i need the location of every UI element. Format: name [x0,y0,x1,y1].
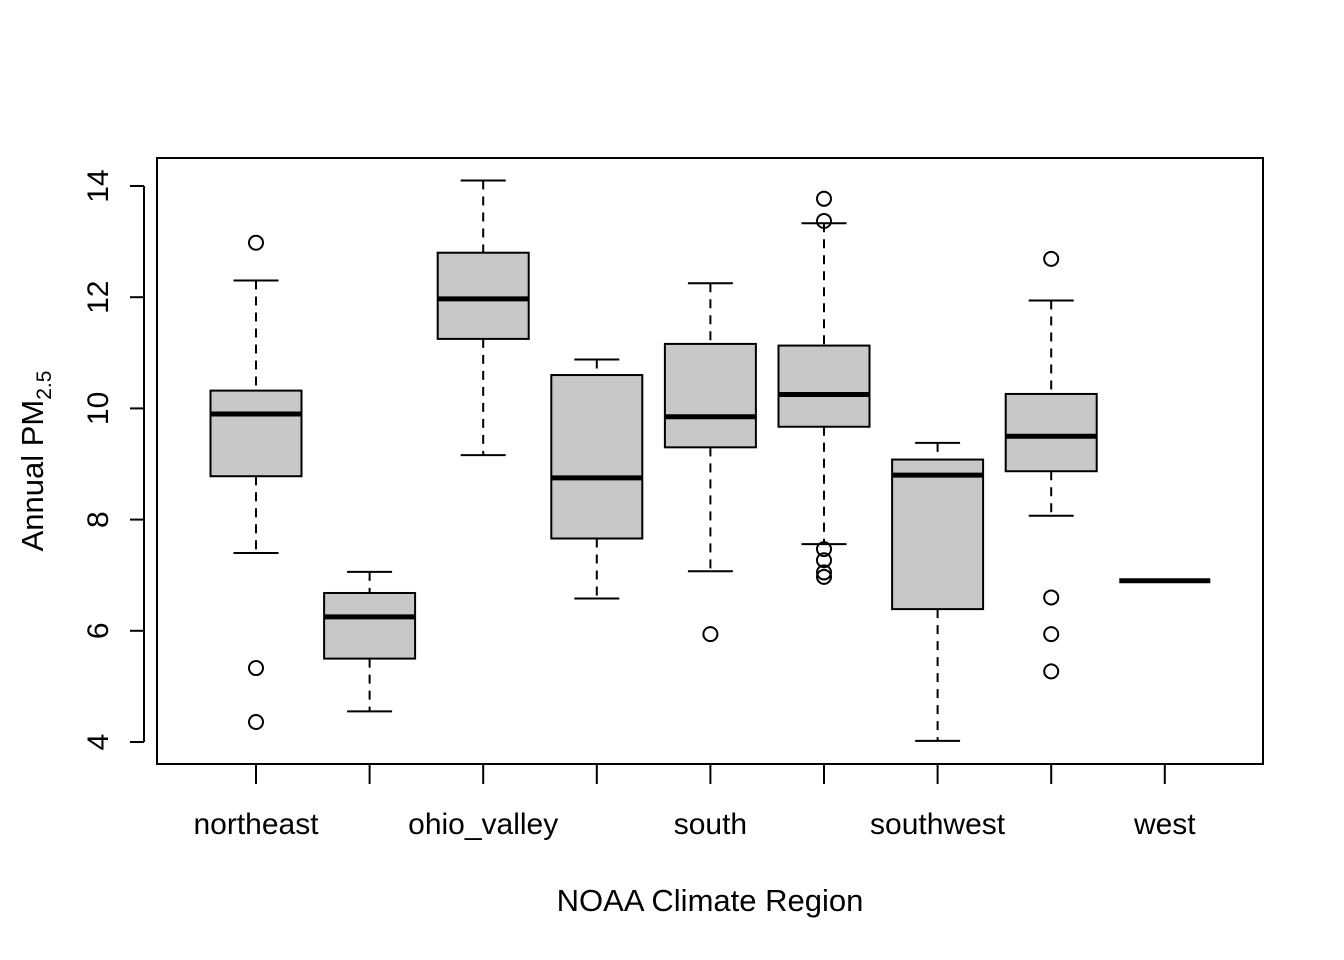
outlier-point [816,564,832,581]
box-group [777,190,871,585]
x-tick-label: northeast [193,808,319,841]
y-tick-label: 8 [82,511,115,528]
box-group [891,441,985,742]
box-group [1004,250,1098,680]
iqr-box [777,344,871,428]
box-group [550,358,644,600]
iqr-box [323,591,417,660]
x-axis-title: NOAA Climate Region [557,883,864,918]
y-tick-label: 14 [82,169,115,202]
outlier-point [1043,250,1060,267]
outlier-point [1043,663,1060,680]
iqr-box [436,251,530,340]
iqr-box [1004,392,1098,473]
box-group [436,179,530,457]
outlier-point [816,541,832,558]
outlier-point [248,660,264,677]
outlier-point [816,190,832,207]
box-group [209,234,303,730]
iqr-box [663,342,757,449]
iqr-box [550,374,644,540]
y-axis: 4 6 8 10 12 14 [82,169,145,751]
boxes-layer [209,179,1211,742]
box-group [323,570,417,713]
y-tick-label: 4 [82,734,115,751]
y-tick-label: 10 [82,392,115,425]
outlier-point [248,713,264,730]
outlier-point [702,626,719,643]
box-group [663,282,757,643]
outlier-point [1043,626,1060,643]
outlier-point [816,568,832,585]
x-tick-label: ohio_valley [408,808,558,841]
y-tick-label: 6 [82,622,115,639]
y-axis-title: Annual PM2.5 [15,371,56,552]
y-axis-title-main: Annual PM [15,400,50,552]
x-tick-label: southwest [870,808,1006,841]
x-axis: northeast ohio_valley south southwest west [193,764,1196,841]
x-tick-label: south [674,808,747,841]
outlier-point [816,552,832,569]
x-tick-label: west [1133,808,1196,841]
outlier-point [1043,589,1060,606]
outlier-point [248,234,264,251]
iqr-box [891,458,985,611]
y-axis-title-subscript: 2.5 [33,371,56,400]
iqr-box [209,389,303,478]
outlier-point [816,213,832,230]
y-tick-label: 12 [82,281,115,314]
